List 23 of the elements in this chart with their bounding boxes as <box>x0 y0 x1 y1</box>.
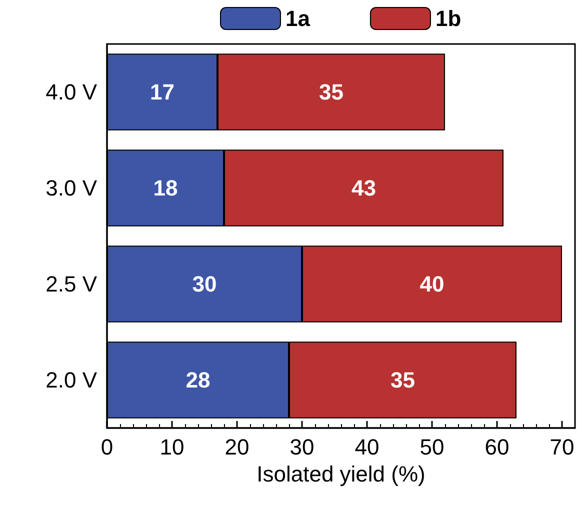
data-label: 43 <box>352 176 376 200</box>
data-label: 28 <box>186 368 210 392</box>
data-label: 30 <box>192 272 217 296</box>
legend-label: 1a <box>286 6 311 31</box>
y-tick-label: 2.5 V <box>46 272 98 296</box>
x-tick-label: 70 <box>550 434 574 460</box>
y-tick-label: 4.0 V <box>46 80 98 104</box>
data-label: 17 <box>150 80 174 104</box>
x-tick-label: 60 <box>484 434 510 460</box>
data-label: 35 <box>319 80 344 104</box>
data-label: 35 <box>390 368 415 392</box>
x-tick-label: 0 <box>100 434 114 460</box>
x-axis-title: Isolated yield (%) <box>256 461 426 486</box>
data-label: 18 <box>153 176 178 200</box>
data-label: 40 <box>420 272 444 296</box>
y-tick-label: 2.0 V <box>46 368 98 392</box>
x-tick-label: 50 <box>420 434 444 460</box>
x-tick-label: 10 <box>160 434 184 460</box>
y-tick-label: 3.0 V <box>46 176 98 200</box>
x-tick-label: 30 <box>290 434 314 460</box>
x-tick-label: 20 <box>224 434 250 460</box>
legend-label: 1b <box>435 6 462 31</box>
x-tick-label: 40 <box>354 434 380 460</box>
